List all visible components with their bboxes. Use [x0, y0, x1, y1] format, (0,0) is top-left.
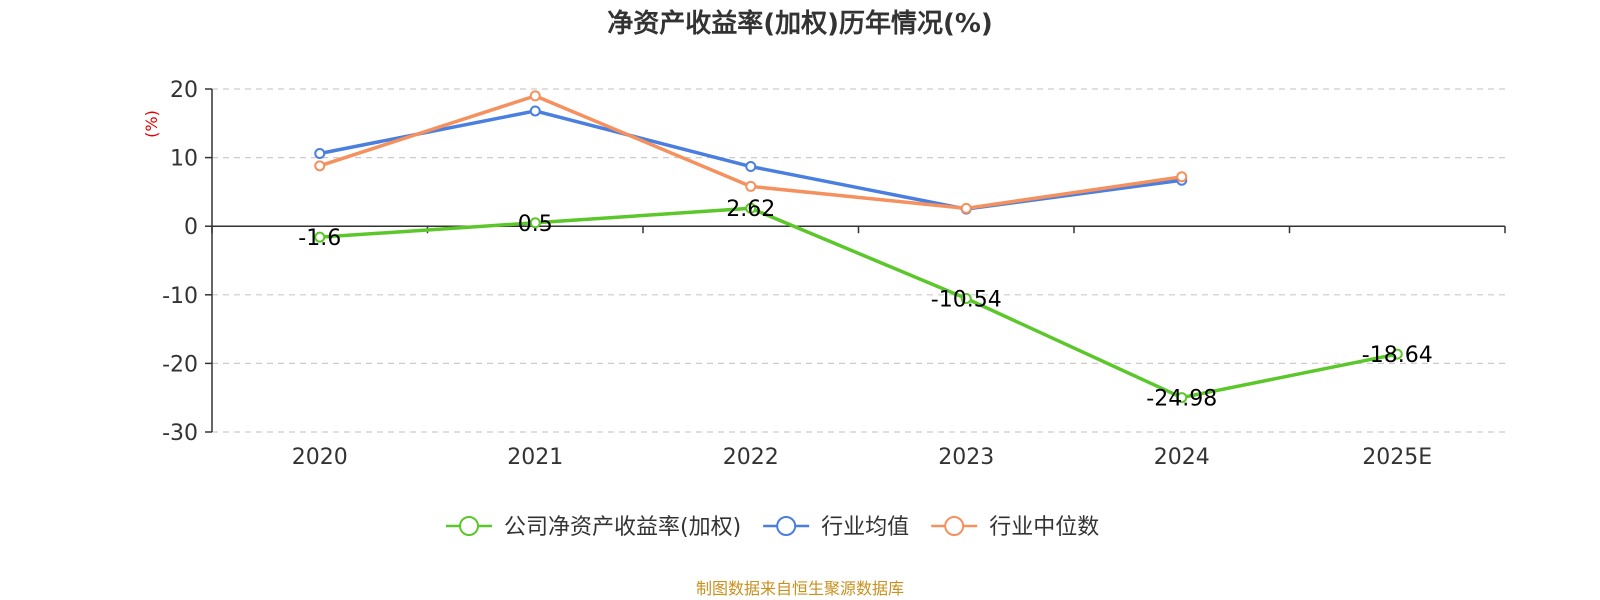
- legend-label: 公司净资产收益率(加权): [504, 515, 741, 540]
- x-tick-label: 2022: [723, 445, 779, 470]
- data-labels: -1.6 0.5 2.62 -10.54 -24.98 -18.64: [298, 197, 1432, 411]
- y-tick-label: -10: [162, 284, 198, 309]
- data-label: -10.54: [931, 288, 1002, 313]
- data-point[interactable]: [1391, 348, 1403, 360]
- data-point[interactable]: [314, 160, 326, 172]
- data-point[interactable]: [1176, 171, 1188, 183]
- y-tick-label: 0: [184, 215, 198, 240]
- data-point[interactable]: [745, 180, 757, 192]
- data-point[interactable]: [1176, 392, 1188, 404]
- x-tick-label: 2020: [292, 445, 348, 470]
- data-point[interactable]: [314, 231, 326, 243]
- legend-item[interactable]: 公司净资产收益率(加权): [446, 515, 741, 540]
- x-tick-label: 2023: [938, 445, 994, 470]
- legend-marker: [776, 516, 797, 536]
- data-label: 2.62: [726, 197, 775, 222]
- legend-marker: [944, 516, 965, 536]
- data-point[interactable]: [529, 217, 541, 229]
- data-point[interactable]: [960, 202, 972, 214]
- y-tick-label: 10: [170, 147, 198, 172]
- data-label: 0.5: [518, 212, 553, 237]
- data-point[interactable]: [745, 161, 757, 173]
- y-tick-label: -30: [162, 421, 198, 446]
- legend: 公司净资产收益率(加权) 行业均值 行业中位数: [446, 515, 1099, 540]
- series-line: [318, 206, 1399, 400]
- grid-lines: [212, 88, 1505, 433]
- legend-item[interactable]: 行业均值: [763, 515, 909, 540]
- data-label: -24.98: [1146, 387, 1217, 412]
- legend-label: 行业均值: [821, 515, 909, 540]
- axes: 20 10 0 -10 -20 -30 2020 2021 2022 2023 2024 2025E: [162, 78, 1506, 470]
- y-tick-label: 20: [170, 78, 198, 103]
- series-lines: [318, 94, 1399, 400]
- data-point[interactable]: [529, 105, 541, 117]
- data-point[interactable]: [314, 147, 326, 159]
- x-tick-label: 2025E: [1362, 445, 1432, 470]
- x-tick-label: 2021: [507, 445, 563, 470]
- legend-marker: [459, 516, 479, 536]
- data-point[interactable]: [529, 90, 541, 102]
- y-tick-label: -20: [162, 352, 198, 377]
- source-note: 制图数据来自恒生聚源数据库: [696, 579, 904, 598]
- data-point[interactable]: [745, 202, 757, 214]
- data-label: -1.6: [298, 226, 341, 251]
- data-point[interactable]: [960, 293, 972, 305]
- x-tick-label: 2024: [1154, 445, 1210, 470]
- legend-item[interactable]: 行业中位数: [931, 515, 1099, 540]
- legend-label: 行业中位数: [989, 515, 1099, 540]
- data-label: -18.64: [1362, 343, 1433, 368]
- series-points: [314, 90, 1403, 404]
- chart-title: 净资产收益率(加权)历年情况(%): [607, 8, 993, 39]
- y-axis-unit: (%): [142, 110, 161, 138]
